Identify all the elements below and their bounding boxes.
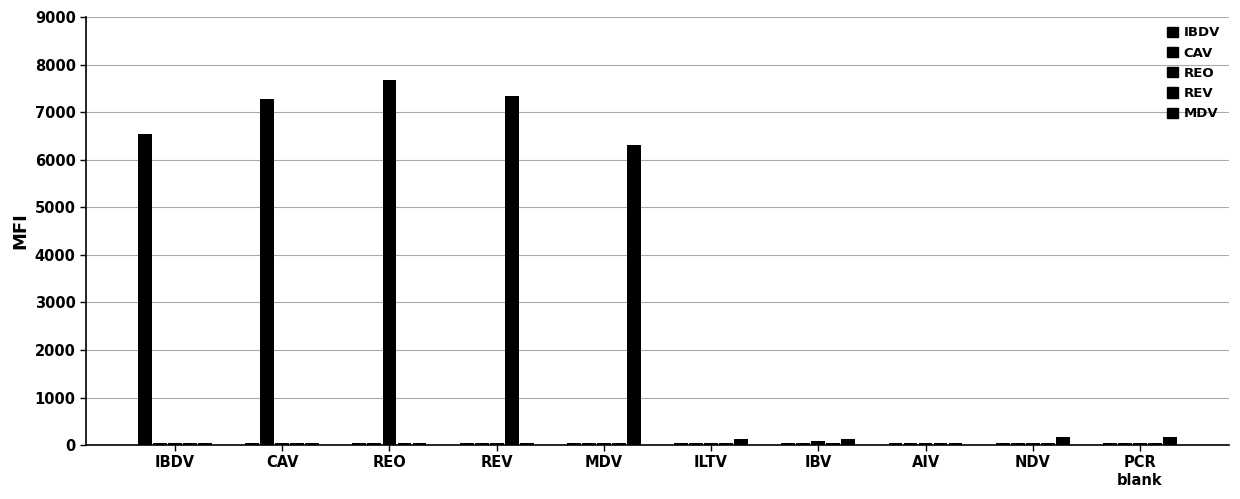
Bar xyxy=(1163,438,1177,445)
Bar xyxy=(919,443,932,445)
Bar xyxy=(505,96,518,445)
Bar xyxy=(1056,438,1070,445)
Bar xyxy=(1148,443,1162,445)
Bar xyxy=(811,441,826,445)
Bar xyxy=(413,443,427,445)
Bar xyxy=(1133,443,1147,445)
Bar xyxy=(367,443,382,445)
Bar xyxy=(796,443,810,445)
Bar xyxy=(246,443,259,445)
Bar xyxy=(382,80,397,445)
Bar xyxy=(275,443,289,445)
Bar xyxy=(734,439,748,445)
Bar xyxy=(996,443,1009,445)
Bar xyxy=(781,443,795,445)
Bar xyxy=(398,443,412,445)
Bar xyxy=(305,443,319,445)
Bar xyxy=(1011,443,1024,445)
Bar xyxy=(627,146,641,445)
Bar xyxy=(826,443,841,445)
Y-axis label: MFI: MFI xyxy=(11,213,29,250)
Bar xyxy=(689,443,703,445)
Bar xyxy=(1118,443,1132,445)
Bar xyxy=(198,443,212,445)
Bar xyxy=(290,443,304,445)
Bar xyxy=(613,443,626,445)
Bar xyxy=(352,443,366,445)
Bar xyxy=(1025,443,1039,445)
Bar xyxy=(719,443,733,445)
Bar xyxy=(460,443,474,445)
Bar xyxy=(1104,443,1117,445)
Bar xyxy=(582,443,595,445)
Bar xyxy=(138,134,151,445)
Bar xyxy=(260,99,274,445)
Bar xyxy=(596,443,611,445)
Bar xyxy=(675,443,688,445)
Legend: IBDV, CAV, REO, REV, MDV: IBDV, CAV, REO, REV, MDV xyxy=(1164,24,1223,123)
Bar xyxy=(949,443,962,445)
Bar xyxy=(490,443,503,445)
Bar xyxy=(184,443,197,445)
Bar xyxy=(169,443,182,445)
Bar xyxy=(520,443,533,445)
Bar xyxy=(934,443,947,445)
Bar xyxy=(889,443,903,445)
Bar xyxy=(904,443,918,445)
Bar xyxy=(1040,443,1055,445)
Bar xyxy=(475,443,489,445)
Bar xyxy=(153,443,167,445)
Bar xyxy=(842,439,856,445)
Bar xyxy=(704,443,718,445)
Bar xyxy=(567,443,580,445)
